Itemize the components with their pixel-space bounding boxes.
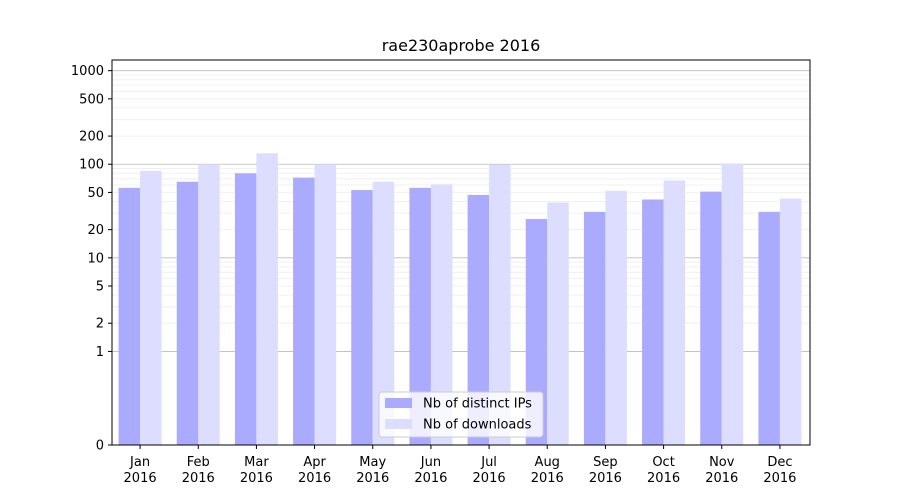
- grid-layer: [112, 70, 810, 352]
- x-tick-label-year: 2016: [240, 471, 273, 486]
- bar-distinct-ips: [409, 187, 431, 445]
- bar-downloads: [663, 180, 686, 446]
- bar-downloads: [779, 198, 802, 445]
- bar-distinct-ips: [700, 191, 722, 445]
- x-tick-label-month: Jan: [129, 455, 150, 470]
- plot-frame: [111, 59, 811, 446]
- x-tick-label-year: 2016: [763, 471, 796, 486]
- bar-downloads: [372, 181, 395, 446]
- x-tick-label-month: May: [359, 455, 386, 470]
- bar-downloads: [198, 164, 220, 445]
- bar-distinct-ips: [642, 199, 664, 445]
- x-tick-label-month: Sep: [593, 455, 618, 470]
- bar-downloads: [140, 170, 162, 446]
- x-tick-label-year: 2016: [647, 471, 680, 486]
- y-tick-label: 1000: [71, 64, 104, 79]
- bar-distinct-ips: [351, 190, 373, 445]
- bar-downloads: [721, 163, 744, 445]
- y-tick-label: 0: [96, 439, 104, 454]
- x-tick-label-month: Jun: [420, 455, 441, 470]
- legend-swatch: [385, 398, 412, 408]
- x-tick-label-month: Nov: [709, 455, 735, 470]
- x-tick-label-month: Jul: [480, 455, 497, 470]
- bar-distinct-ips: [176, 181, 199, 446]
- y-tick-label: 2: [96, 317, 104, 332]
- bar-distinct-ips: [467, 194, 490, 445]
- x-tick-label-year: 2016: [705, 471, 738, 486]
- x-axis: Jan2016Feb2016Mar2016Apr2016May2016Jun20…: [124, 445, 796, 486]
- x-tick-label-month: Feb: [187, 455, 210, 470]
- x-tick-label-year: 2016: [589, 471, 622, 486]
- x-tick-label-year: 2016: [414, 471, 447, 486]
- x-tick-label-month: Dec: [767, 455, 792, 470]
- y-axis: 0 1 2 5 10 20 50 100 200 500 1000: [71, 64, 112, 454]
- y-tick-label: 100: [79, 158, 104, 173]
- bar-distinct-ips: [525, 218, 548, 445]
- x-tick-label-year: 2016: [531, 471, 564, 486]
- x-tick-label-month: Mar: [244, 455, 269, 470]
- y-tick-label: 10: [87, 251, 104, 266]
- y-tick-label: 500: [79, 92, 104, 107]
- bar-downloads: [489, 164, 511, 445]
- x-tick-label-year: 2016: [356, 471, 389, 486]
- x-tick-label-month: Aug: [535, 455, 560, 470]
- legend-box: [378, 391, 544, 438]
- bar-distinct-ips: [293, 177, 315, 446]
- x-tick-label-year: 2016: [182, 471, 215, 486]
- x-tick-label-year: 2016: [473, 471, 506, 486]
- legend-label: Nb of distinct IPs: [423, 397, 532, 412]
- x-tick-label-year: 2016: [298, 471, 331, 486]
- chart-title: rae230aprobe 2016: [382, 36, 541, 55]
- bars-layer: [118, 153, 802, 446]
- bar-distinct-ips: [118, 187, 141, 445]
- bar-distinct-ips: [758, 211, 780, 445]
- x-tick-label-year: 2016: [124, 471, 157, 486]
- legend: Nb of distinct IPs Nb of downloads: [378, 391, 544, 438]
- y-tick-label: 1: [96, 345, 104, 360]
- bar-downloads: [314, 164, 337, 445]
- x-tick-label-month: Oct: [652, 455, 674, 470]
- legend-label: Nb of downloads: [423, 418, 532, 433]
- bar-distinct-ips: [583, 211, 606, 445]
- x-tick-label-month: Apr: [303, 455, 326, 470]
- bar-downloads: [547, 202, 569, 445]
- bar-distinct-ips: [234, 173, 257, 445]
- y-tick-label: 200: [79, 130, 104, 145]
- y-tick-label: 5: [96, 280, 104, 295]
- bar-downloads: [256, 153, 278, 445]
- bar-downloads: [430, 184, 453, 445]
- y-tick-label: 50: [87, 186, 104, 201]
- y-tick-label: 20: [87, 223, 104, 238]
- bar-downloads: [605, 190, 627, 445]
- legend-swatch: [385, 419, 412, 429]
